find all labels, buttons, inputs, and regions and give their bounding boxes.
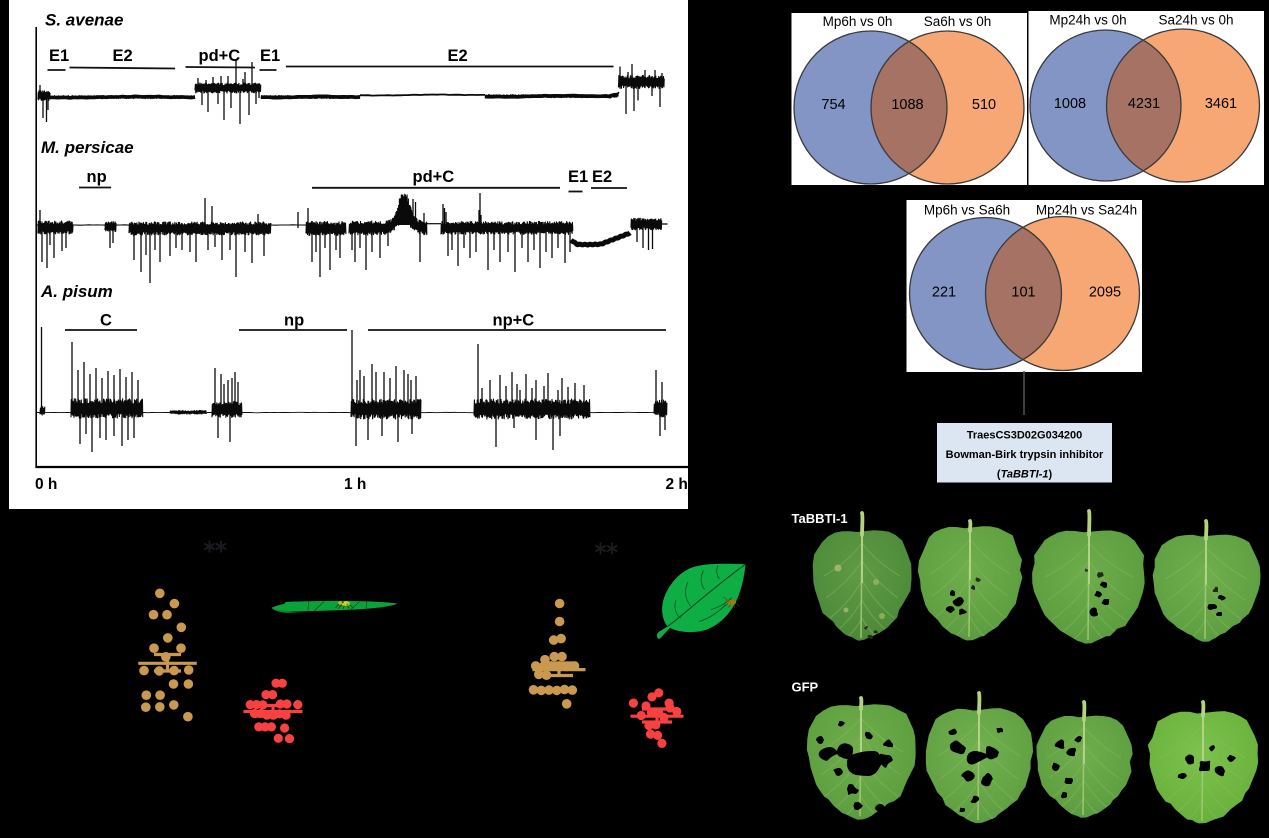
svg-text:Mp24h vs Sa24h: Mp24h vs Sa24h: [1036, 203, 1137, 218]
svg-text:np: np: [284, 312, 304, 330]
svg-text:pd+C: pd+C: [413, 168, 455, 186]
svg-text:Sa6h vs 0h: Sa6h vs 0h: [924, 14, 992, 29]
svg-text:E2: E2: [592, 168, 612, 186]
svg-text:3461: 3461: [1205, 96, 1237, 112]
svg-text:E1: E1: [49, 47, 69, 65]
svg-text:np+C: np+C: [493, 312, 535, 330]
svg-text:510: 510: [972, 97, 996, 113]
svg-text:Mp6h vs 0h: Mp6h vs 0h: [823, 14, 893, 29]
svg-text:M. persicae: M. persicae: [41, 138, 134, 157]
svg-text:GFP: GFP: [792, 680, 819, 695]
svg-text:np: np: [87, 168, 107, 186]
svg-text:1088: 1088: [891, 97, 923, 113]
svg-text:(TaBBTI-1): (TaBBTI-1): [997, 469, 1053, 481]
svg-text:A. pisum: A. pisum: [40, 282, 113, 301]
svg-text:221: 221: [932, 285, 956, 301]
svg-text:1 h: 1 h: [344, 476, 366, 493]
svg-text:TaBBTI-1: TaBBTI-1: [792, 511, 848, 526]
svg-text:Mp24h vs 0h: Mp24h vs 0h: [1049, 13, 1126, 28]
svg-text:4231: 4231: [1128, 96, 1160, 112]
svg-text:0 h: 0 h: [35, 476, 57, 493]
svg-text:101: 101: [1011, 285, 1035, 301]
svg-text:E1: E1: [568, 168, 588, 186]
svg-text:TraesCS3D02G034200: TraesCS3D02G034200: [967, 430, 1083, 442]
svg-text:Sa24h vs 0h: Sa24h vs 0h: [1158, 13, 1233, 28]
svg-text:E1: E1: [260, 47, 280, 65]
svg-text:2 h: 2 h: [666, 476, 688, 493]
svg-text:S. avenae: S. avenae: [45, 11, 123, 30]
svg-text:Mp6h vs Sa6h: Mp6h vs Sa6h: [924, 203, 1010, 218]
svg-text:2095: 2095: [1089, 285, 1121, 301]
svg-text:C: C: [100, 312, 112, 330]
svg-text:1008: 1008: [1054, 96, 1086, 112]
svg-text:E2: E2: [113, 47, 133, 65]
svg-text:754: 754: [821, 97, 845, 113]
svg-text:E2: E2: [448, 47, 468, 65]
svg-text:Bowman-Birk trypsin inhibitor: Bowman-Birk trypsin inhibitor: [946, 449, 1104, 461]
svg-text:pd+C: pd+C: [199, 47, 241, 65]
